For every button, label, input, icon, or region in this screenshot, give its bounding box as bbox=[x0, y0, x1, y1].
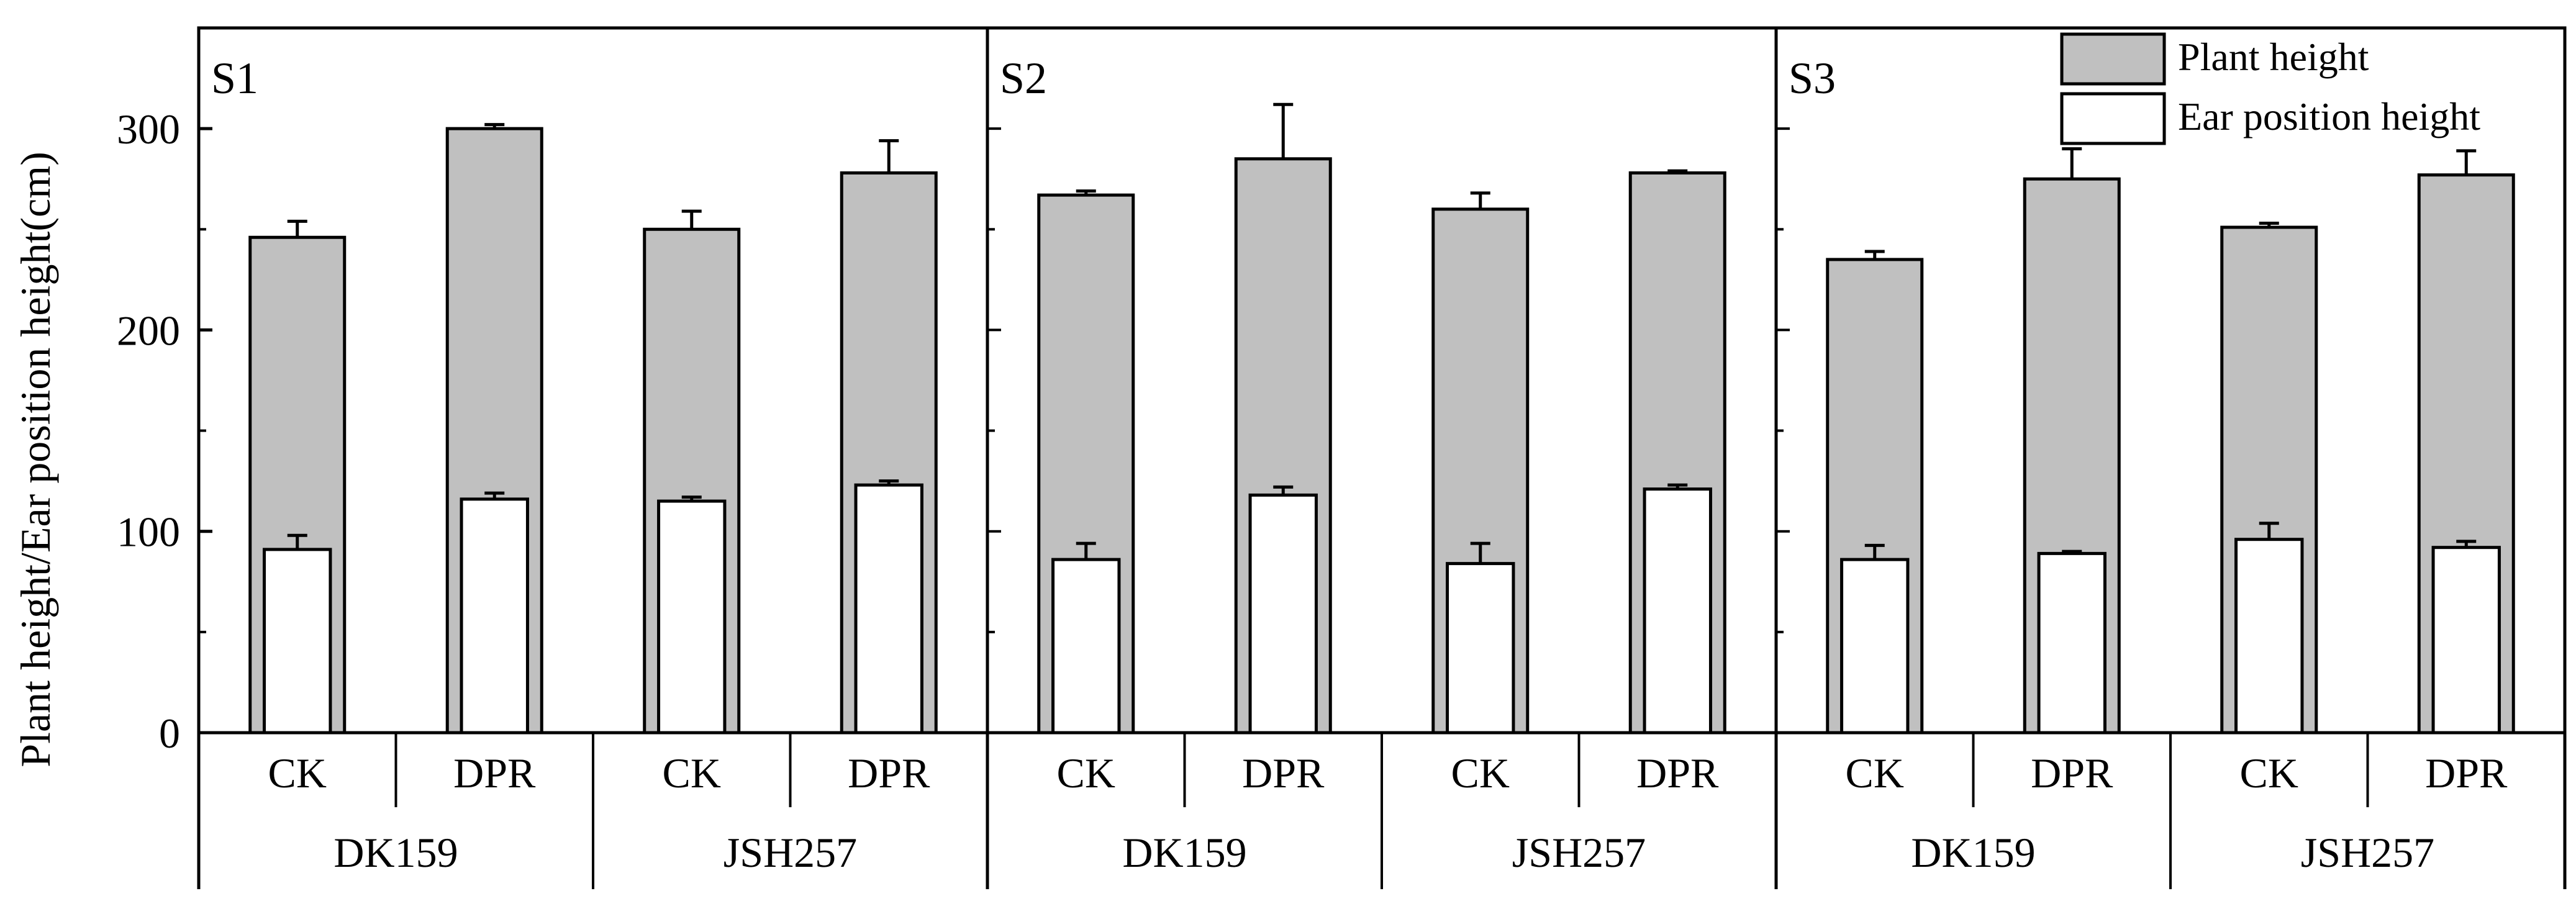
x-tick-label-treatment: DPR bbox=[2425, 749, 2508, 797]
panel-label: S3 bbox=[1789, 53, 1836, 103]
ear-height-bar bbox=[1840, 558, 1910, 735]
ear-height-bar bbox=[1446, 562, 1515, 735]
x-tick-label-treatment: CK bbox=[2240, 749, 2298, 797]
x-tick-label-treatment: CK bbox=[1846, 749, 1904, 797]
x-tick-label-treatment: DPR bbox=[1636, 749, 1719, 797]
x-tick-label-group: DK159 bbox=[1122, 829, 1246, 876]
ear-height-bar bbox=[2234, 538, 2304, 735]
y-tick-label: 0 bbox=[159, 710, 180, 757]
x-tick-label-treatment: CK bbox=[268, 749, 327, 797]
y-tick-label: 300 bbox=[117, 106, 180, 153]
ear-height-bar bbox=[1248, 493, 1318, 735]
x-tick-label-treatment: DPR bbox=[2031, 749, 2113, 797]
x-tick-label-group: JSH257 bbox=[1512, 829, 1646, 876]
y-tick-label: 100 bbox=[117, 509, 180, 556]
ear-height-bar bbox=[2037, 551, 2107, 735]
y-tick-label: 200 bbox=[117, 307, 180, 354]
ear-height-bar bbox=[854, 483, 923, 735]
x-tick-label-treatment: CK bbox=[1057, 749, 1115, 797]
legend-swatch bbox=[2060, 32, 2166, 86]
legend-swatch bbox=[2060, 92, 2166, 145]
panel-label: S1 bbox=[211, 53, 258, 103]
legend-label: Ear position height bbox=[2178, 94, 2480, 138]
x-tick-label-group: JSH257 bbox=[2301, 829, 2434, 876]
ear-height-bar bbox=[1643, 487, 1712, 735]
ear-height-bar bbox=[657, 499, 727, 735]
x-tick-label-treatment: DPR bbox=[453, 749, 536, 797]
legend: Plant height Ear position height bbox=[2060, 32, 2480, 145]
panel-label: S2 bbox=[1000, 53, 1047, 103]
ear-height-bar bbox=[263, 548, 332, 735]
x-tick-label-group: DK159 bbox=[333, 829, 458, 876]
x-tick-label-treatment: CK bbox=[1451, 749, 1510, 797]
y-axis-label: Plant height/Ear position height(cm) bbox=[12, 152, 59, 767]
ear-height-bar bbox=[1051, 558, 1121, 735]
x-tick-label-group: JSH257 bbox=[723, 829, 857, 876]
legend-label: Plant height bbox=[2178, 35, 2369, 79]
x-tick-label-treatment: DPR bbox=[848, 749, 930, 797]
x-tick-label-treatment: CK bbox=[663, 749, 721, 797]
x-tick-label-group: DK159 bbox=[1911, 829, 2035, 876]
y-axis: 0 100 200 300 bbox=[117, 106, 1790, 757]
ear-height-bar bbox=[2431, 546, 2501, 735]
x-tick-label-treatment: DPR bbox=[1242, 749, 1325, 797]
ear-height-bar bbox=[460, 497, 529, 735]
bars-layer: S1 S2 S3 bbox=[211, 53, 2515, 735]
